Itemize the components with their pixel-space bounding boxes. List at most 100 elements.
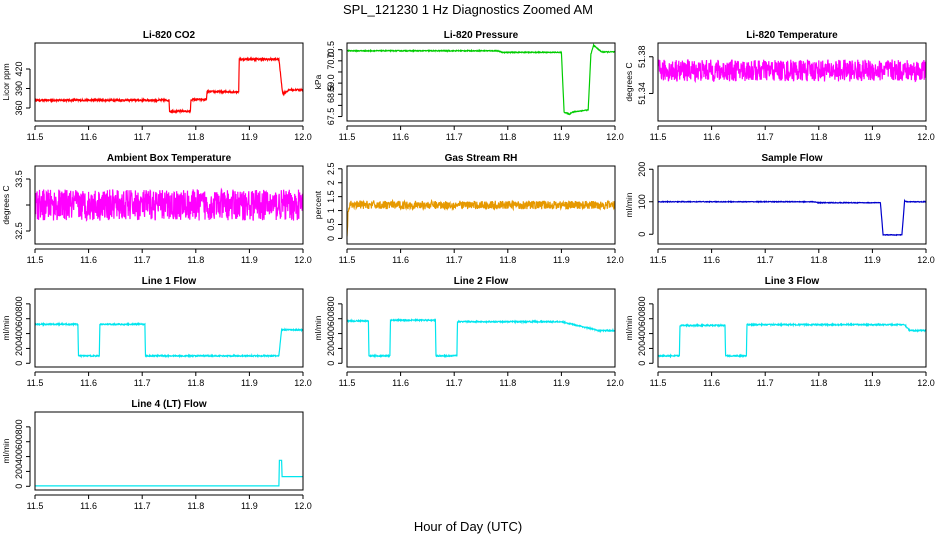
y-tick-label: 1: [326, 208, 336, 213]
x-tick-label: 11.5: [27, 501, 44, 511]
x-tick-label: 11.5: [339, 378, 356, 388]
x-tick-label: 11.8: [187, 132, 204, 142]
y-axis-label: ml/min: [313, 315, 323, 340]
x-tick-label: 11.5: [27, 132, 44, 142]
x-tick-label: 12.0: [294, 132, 312, 142]
series-line: [658, 59, 926, 84]
x-tick-label: 11.7: [757, 255, 774, 265]
x-tick-label: 11.8: [499, 255, 516, 265]
panel-title: Line 4 (LT) Flow: [131, 399, 207, 410]
plot-frame: [346, 288, 616, 368]
x-tick-label: 11.6: [80, 501, 97, 511]
plot-frame: [346, 42, 616, 122]
y-tick-label: 800: [326, 296, 336, 311]
x-tick-label: 11.8: [810, 378, 827, 388]
chart-panel: Line 2 Flow 11.5 11.6 11.7 11.8 11.9 12.0 0 2004…: [313, 276, 624, 388]
x-tick-label: 11.5: [27, 255, 44, 265]
x-tick-label: 11.8: [499, 378, 516, 388]
panel-title: Line 2 Flow: [454, 276, 509, 287]
y-tick-label: 420: [14, 61, 24, 76]
y-tick-label: 0: [637, 361, 647, 366]
x-tick-label: 11.6: [703, 132, 720, 142]
y-axis-label: degrees C: [1, 185, 11, 224]
y-axis-label: Licor ppm: [1, 63, 11, 100]
x-tick-label: 11.6: [703, 378, 720, 388]
panel-title: Line 1 Flow: [142, 276, 197, 287]
panel-title: Line 3 Flow: [765, 276, 820, 287]
y-tick-label: 1.5: [326, 190, 336, 203]
y-tick-label: 600: [14, 311, 24, 326]
x-tick-label: 12.0: [294, 255, 312, 265]
y-tick-label: 51.38: [637, 45, 647, 68]
plot-frame: [34, 411, 304, 491]
x-tick-label: 11.8: [810, 255, 827, 265]
y-tick-label: 70.5: [326, 41, 336, 59]
x-tick-label: 11.7: [134, 255, 151, 265]
x-tick-label: 11.7: [134, 501, 151, 511]
x-tick-label: 11.6: [392, 378, 409, 388]
x-tick-label: 11.6: [392, 132, 409, 142]
plot-frame: [657, 165, 927, 245]
y-tick-label: 33.5: [14, 170, 24, 188]
chart-panel: Sample Flow 11.5 11.6 11.7 11.8 11.9 12.0 0 100 2…: [624, 153, 935, 265]
figure-title: SPL_121230 1 Hz Diagnostics Zoomed AM: [343, 2, 593, 17]
x-tick-label: 12.0: [606, 378, 624, 388]
x-tick-label: 11.5: [650, 378, 667, 388]
panel-title: Ambient Box Temperature: [107, 153, 232, 164]
y-tick-label: 400: [637, 326, 647, 341]
y-tick-label: 200: [326, 341, 336, 356]
x-tick-label: 11.6: [392, 255, 409, 265]
y-axis-label: ml/min: [624, 315, 634, 340]
series-line: [658, 322, 926, 359]
x-tick-label: 11.9: [864, 255, 881, 265]
figure-xlabel: Hour of Day (UTC): [414, 519, 522, 534]
y-axis-label: ml/min: [1, 438, 11, 463]
chart-panel: Line 3 Flow 11.5 11.6 11.7 11.8 11.9 12.0 0 2004…: [624, 276, 935, 388]
x-tick-label: 11.8: [187, 255, 204, 265]
plot-frame: [34, 165, 304, 245]
x-tick-label: 11.7: [446, 255, 463, 265]
x-tick-label: 11.6: [80, 378, 97, 388]
y-tick-label: 67.5: [326, 108, 336, 126]
x-tick-label: 11.6: [80, 255, 97, 265]
y-tick-label: 32.5: [14, 222, 24, 240]
x-tick-label: 12.0: [606, 132, 624, 142]
chart-panel: Ambient Box Temperature 11.5 11.6 11.7 11.8 1…: [1, 153, 312, 265]
chart-panel: Li-820 Pressure 11.5 11.6 11.7 11.8 11.9 12.0 6…: [313, 30, 624, 142]
x-tick-label: 11.5: [650, 255, 667, 265]
x-tick-label: 12.0: [917, 132, 935, 142]
x-tick-label: 11.7: [134, 132, 151, 142]
chart-panel: Li-820 Temperature 11.5 11.6 11.7 11.8 11.9 12…: [624, 30, 935, 142]
y-tick-label: 69.0: [326, 74, 336, 92]
y-tick-label: 400: [14, 449, 24, 464]
x-tick-label: 11.8: [499, 132, 516, 142]
x-tick-label: 11.5: [339, 255, 356, 265]
y-axis-label: percent: [313, 190, 323, 219]
plot-frame: [34, 288, 304, 368]
plot-frame: [657, 42, 927, 122]
panel-title: Li-820 Temperature: [746, 30, 838, 41]
y-tick-label: 2: [326, 180, 336, 185]
x-tick-label: 12.0: [917, 378, 935, 388]
series-line: [35, 321, 303, 359]
y-tick-label: 360: [14, 100, 24, 115]
y-tick-label: 51.34: [637, 82, 647, 105]
series-line: [347, 198, 615, 237]
x-tick-label: 12.0: [917, 255, 935, 265]
series-line: [35, 187, 303, 222]
chart-panel: Line 4 (LT) Flow 11.5 11.6 11.7 11.8 11.9 12.0…: [1, 399, 312, 511]
y-tick-label: 2.5: [326, 163, 336, 176]
x-tick-label: 11.9: [553, 255, 570, 265]
x-tick-label: 12.0: [606, 255, 624, 265]
plot-frame: [34, 42, 304, 122]
series-line: [347, 317, 615, 359]
chart-panel: Li-820 CO2 11.5 11.6 11.7 11.8 11.9 12.0 360 390…: [1, 30, 312, 142]
y-tick-label: 800: [14, 296, 24, 311]
series-line: [35, 56, 303, 115]
series-line: [347, 43, 615, 116]
y-axis-label: kPa: [313, 74, 323, 89]
x-tick-label: 11.5: [27, 378, 44, 388]
y-tick-label: 600: [14, 434, 24, 449]
